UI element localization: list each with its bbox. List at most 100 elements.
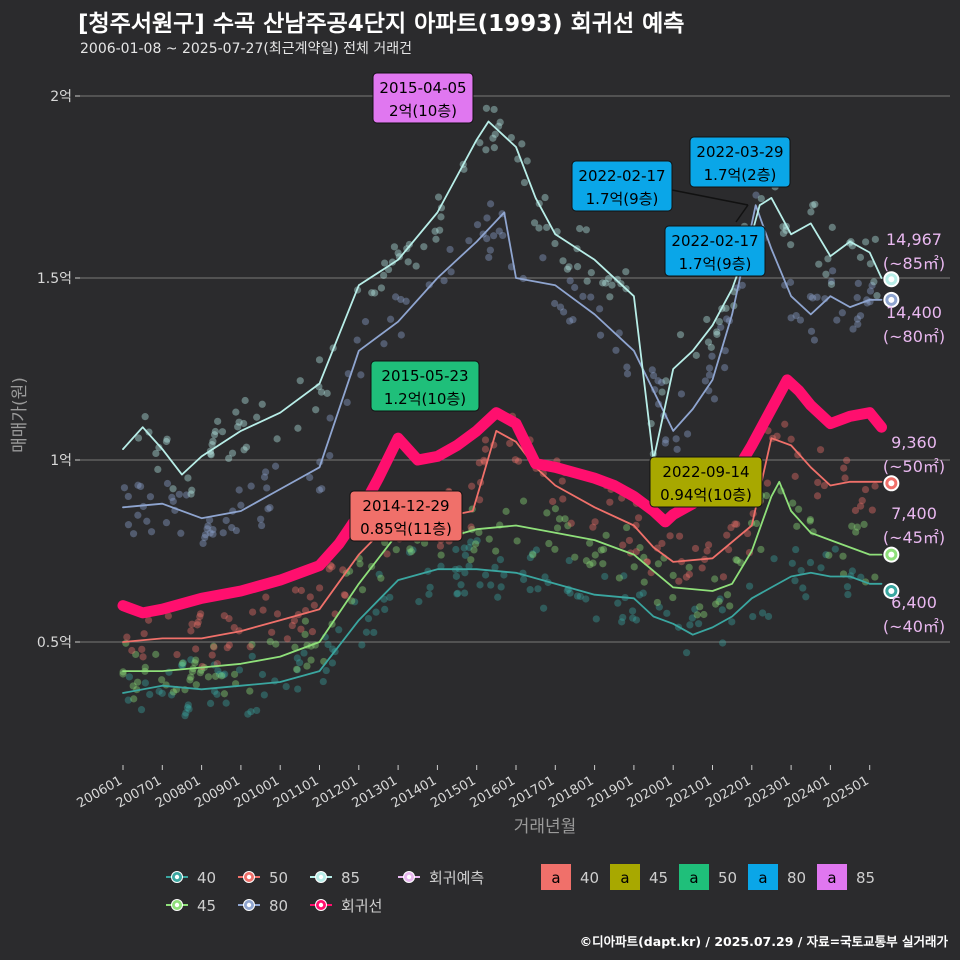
transaction-point [716,595,724,603]
transaction-point [248,640,256,649]
legend-key-letter: a [758,869,767,887]
transaction-point [473,537,481,545]
transaction-point [178,659,187,667]
transaction-point [425,281,433,289]
transaction-point [868,281,876,290]
chart-subtitle: 2006-01-08 ~ 2025-07-27(최근계약일) 전체 거래건 [80,41,412,57]
transaction-point [757,194,765,203]
transaction-point [120,484,129,492]
transaction-point [719,573,728,581]
transaction-point [437,551,445,559]
transaction-point [669,593,677,602]
transaction-point [162,519,171,527]
transaction-point [586,539,594,547]
transaction-point [582,557,591,565]
transaction-point [535,224,543,232]
transaction-point [371,289,379,297]
transaction-point [248,652,256,660]
transaction-point [214,667,222,675]
transaction-point [870,278,878,286]
transaction-point [723,591,732,599]
transaction-point [465,237,473,245]
transaction-point [732,556,740,564]
transaction-point [715,597,723,606]
transaction-point [132,650,140,659]
transaction-point [838,309,846,317]
legend-label: 회귀선 [341,897,382,915]
transaction-point [154,465,162,474]
transaction-point [490,232,498,240]
forecast-area-label: (~80㎡) [883,327,945,346]
transaction-point [822,551,830,559]
transaction-point [315,584,324,592]
transaction-point [589,559,597,567]
transaction-point [199,539,207,548]
transaction-point [297,586,306,595]
transaction-point [475,459,483,467]
transaction-point [526,586,534,594]
transaction-point [158,689,166,697]
transaction-point [432,235,440,243]
transaction-point [177,529,185,537]
transaction-point [141,679,149,687]
transaction-point [686,621,694,629]
transaction-point [635,591,644,599]
transaction-point [481,436,490,444]
transaction-point [201,531,210,539]
transaction-point [177,661,186,669]
transaction-point [602,279,610,287]
transaction-point [530,219,539,227]
transaction-point [634,514,643,522]
legend-key-center [174,902,180,908]
transaction-point [240,419,248,428]
transaction-point [573,592,582,600]
transaction-point [482,146,490,154]
transaction-point [322,666,330,675]
transaction-point [502,507,510,515]
transaction-point [437,213,445,221]
transaction-point [496,118,504,126]
transaction-point [857,502,865,510]
transaction-point [406,545,414,553]
transaction-point [370,628,378,637]
transaction-point [425,590,433,598]
transaction-point [461,569,469,577]
transaction-point [496,555,505,564]
forecast-area-label: (~85㎡) [883,254,945,273]
transaction-point [381,259,389,267]
transaction-point [566,589,574,597]
transaction-point [523,157,531,165]
transaction-point [188,620,196,628]
transaction-point [792,312,800,320]
transaction-point [237,501,245,509]
transaction-point [340,591,349,599]
transaction-point [696,603,704,611]
transaction-point [436,226,444,234]
source-caption: ©디아파트(dapt.kr) / 2025.07.29 / 자료=국토교통부 실… [579,934,948,949]
transaction-point [779,223,787,231]
transaction-point [129,682,137,690]
transaction-point [563,265,572,273]
transaction-point [722,304,730,312]
annotation-date: 2015-05-23 [381,367,468,385]
transaction-point [392,546,400,554]
annotation-value: 1.7억(9층) [679,255,752,273]
transaction-point [467,538,475,546]
transaction-point [658,539,666,548]
transaction-point [128,646,136,655]
transaction-point [141,663,149,672]
transaction-point [787,241,795,249]
transaction-point [185,705,193,713]
transaction-point [228,524,236,532]
transaction-point [763,479,772,487]
transaction-point [661,439,669,447]
transaction-point [222,516,230,525]
transaction-point [573,263,582,271]
transaction-point [483,234,491,243]
transaction-point [335,626,343,634]
transaction-point [492,547,500,555]
transaction-point [353,336,361,344]
annotation-box [372,72,474,124]
transaction-point [532,546,541,554]
transaction-point [461,551,469,559]
